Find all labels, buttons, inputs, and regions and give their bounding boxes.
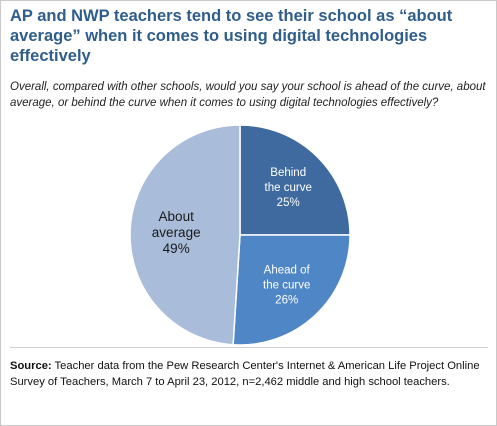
- source-label: Source:: [10, 360, 52, 372]
- slice-value-label: 26%: [275, 295, 298, 307]
- slice-category-label: Ahead of: [264, 265, 311, 277]
- slice-category-label: About: [159, 209, 195, 224]
- pie-slice: [232, 234, 351, 346]
- source-divider: [10, 347, 488, 348]
- slice-label: Behind the curve 25%: [265, 167, 312, 209]
- slice-value-label: 25%: [277, 197, 300, 209]
- source-note: Source: Teacher data from the Pew Resear…: [10, 358, 492, 390]
- pie-slice: [129, 124, 241, 346]
- slice-category-label: the curve: [263, 280, 310, 292]
- slice-category-label: Behind: [270, 167, 306, 179]
- chart-subtitle: Overall, compared with other schools, wo…: [10, 81, 486, 109]
- slice-label: About average 49%: [152, 209, 201, 256]
- slice-category-label: the curve: [265, 182, 312, 194]
- chart-title: AP and NWP teachers tend to see their sc…: [10, 7, 453, 65]
- slice-value-label: 49%: [163, 241, 190, 256]
- pie-slice: [239, 124, 351, 236]
- slice-label: Ahead of the curve 26%: [263, 265, 310, 307]
- slice-category-label: average: [152, 225, 201, 240]
- source-text: Teacher data from the Pew Research Cente…: [10, 360, 480, 388]
